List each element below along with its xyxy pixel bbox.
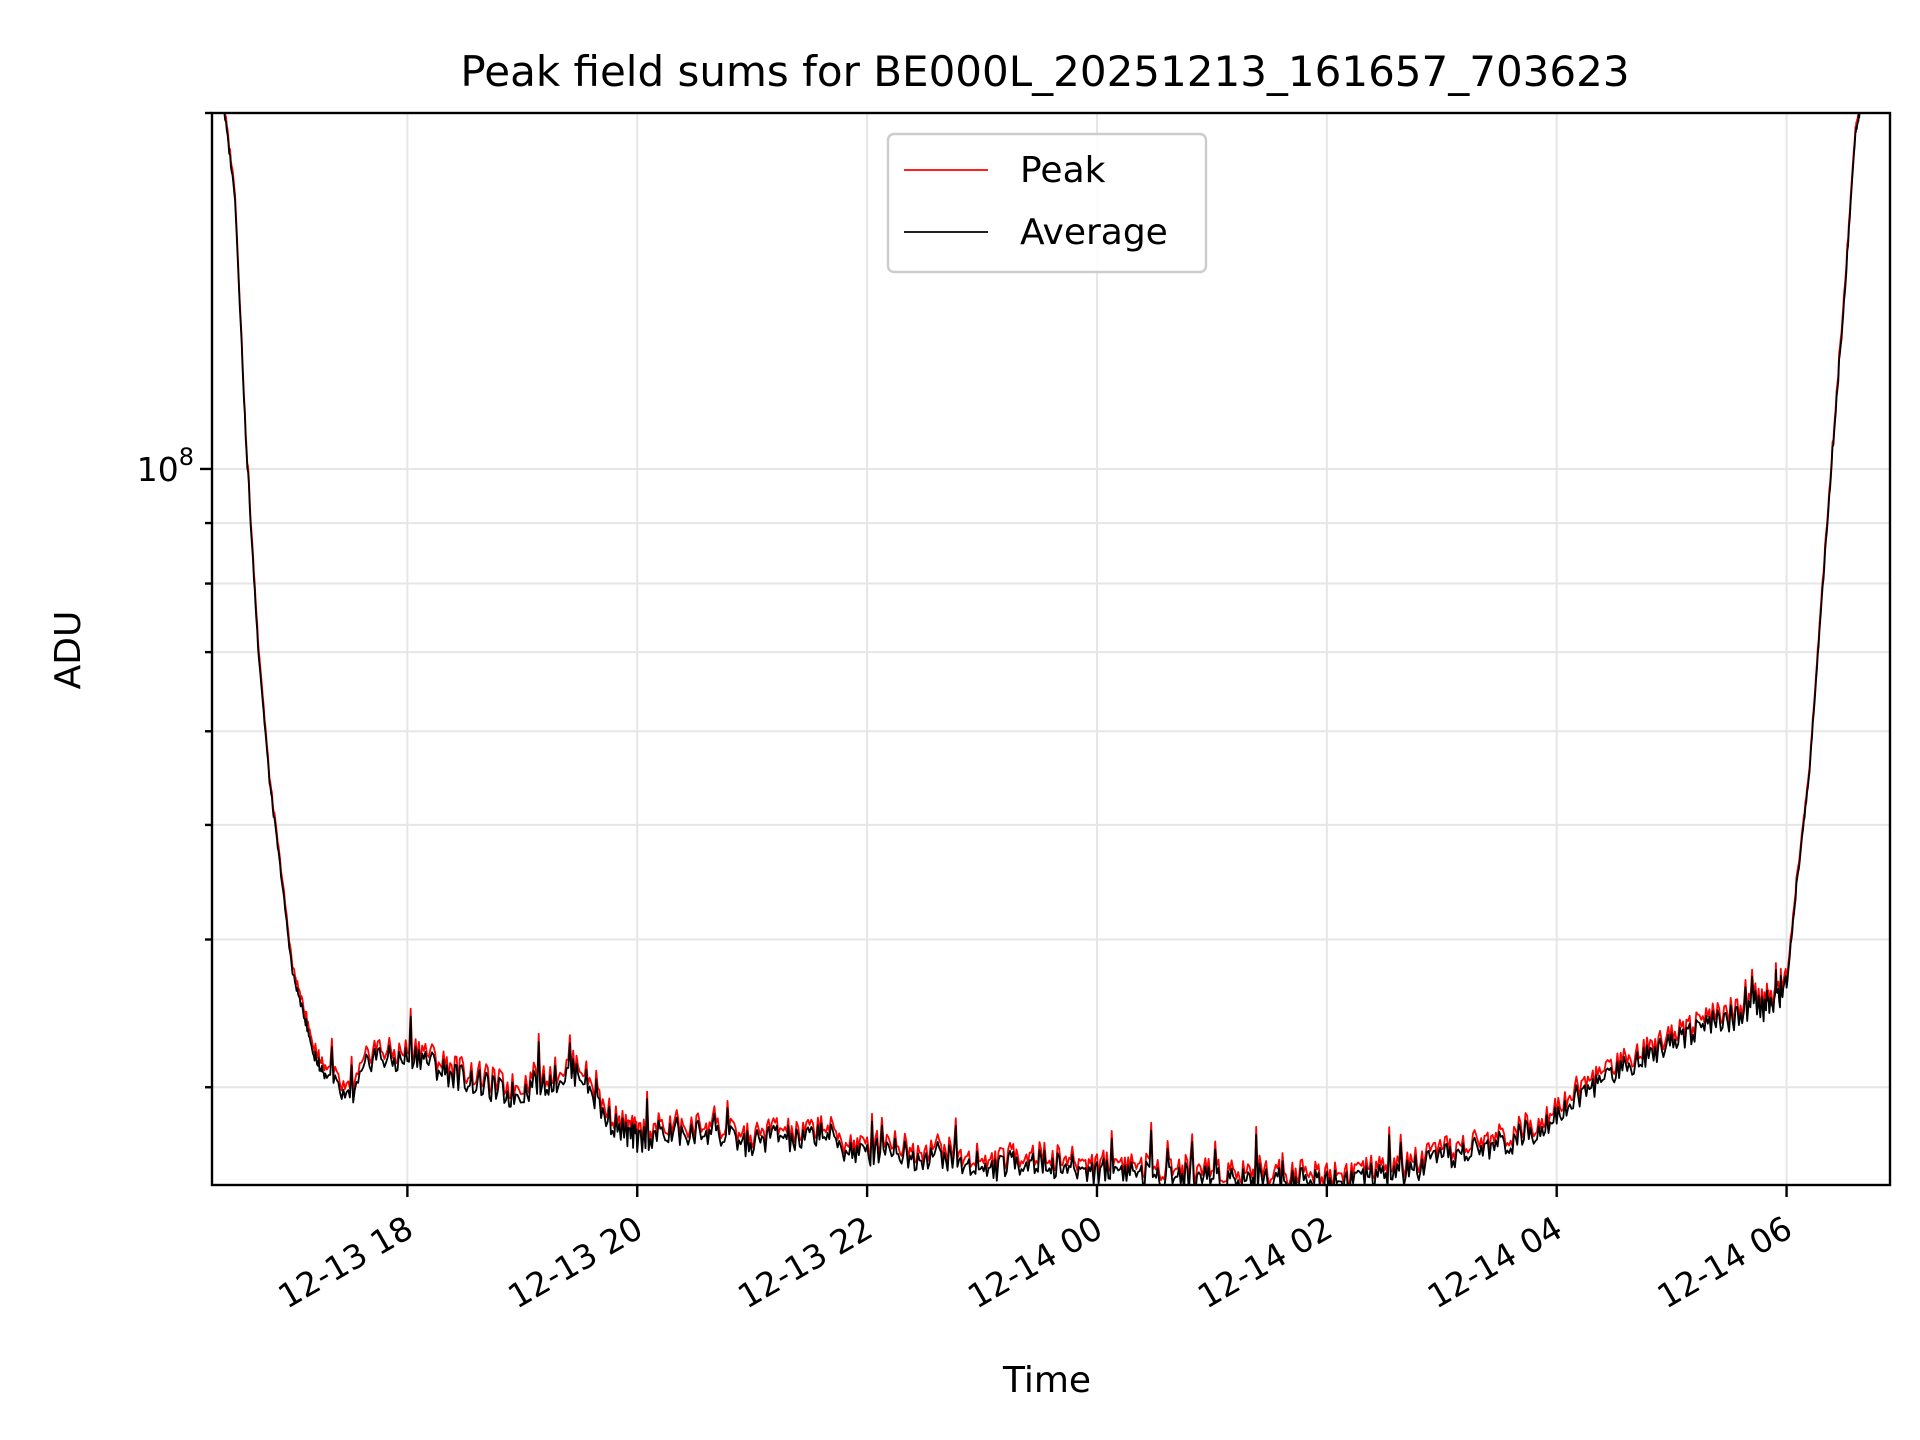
plot-frame [210,111,1892,1187]
legend-box [886,132,1208,274]
legend-average-label: Average [1020,212,1168,253]
chart-title: Peak field sums for BE000L_20251213_1616… [460,47,1629,96]
x-axis-label: Time [1002,1360,1091,1401]
series-line-peak [224,113,1860,1185]
series-line-average [223,113,1861,1185]
legend-peak-label: Peak [1020,150,1106,191]
legend: Peak Average [886,132,1208,274]
series-layer [223,113,1861,1185]
y-axis-label: ADU [48,611,89,690]
y-tick-label: 108 [137,443,194,489]
y-tick-exponent: 8 [179,443,194,471]
